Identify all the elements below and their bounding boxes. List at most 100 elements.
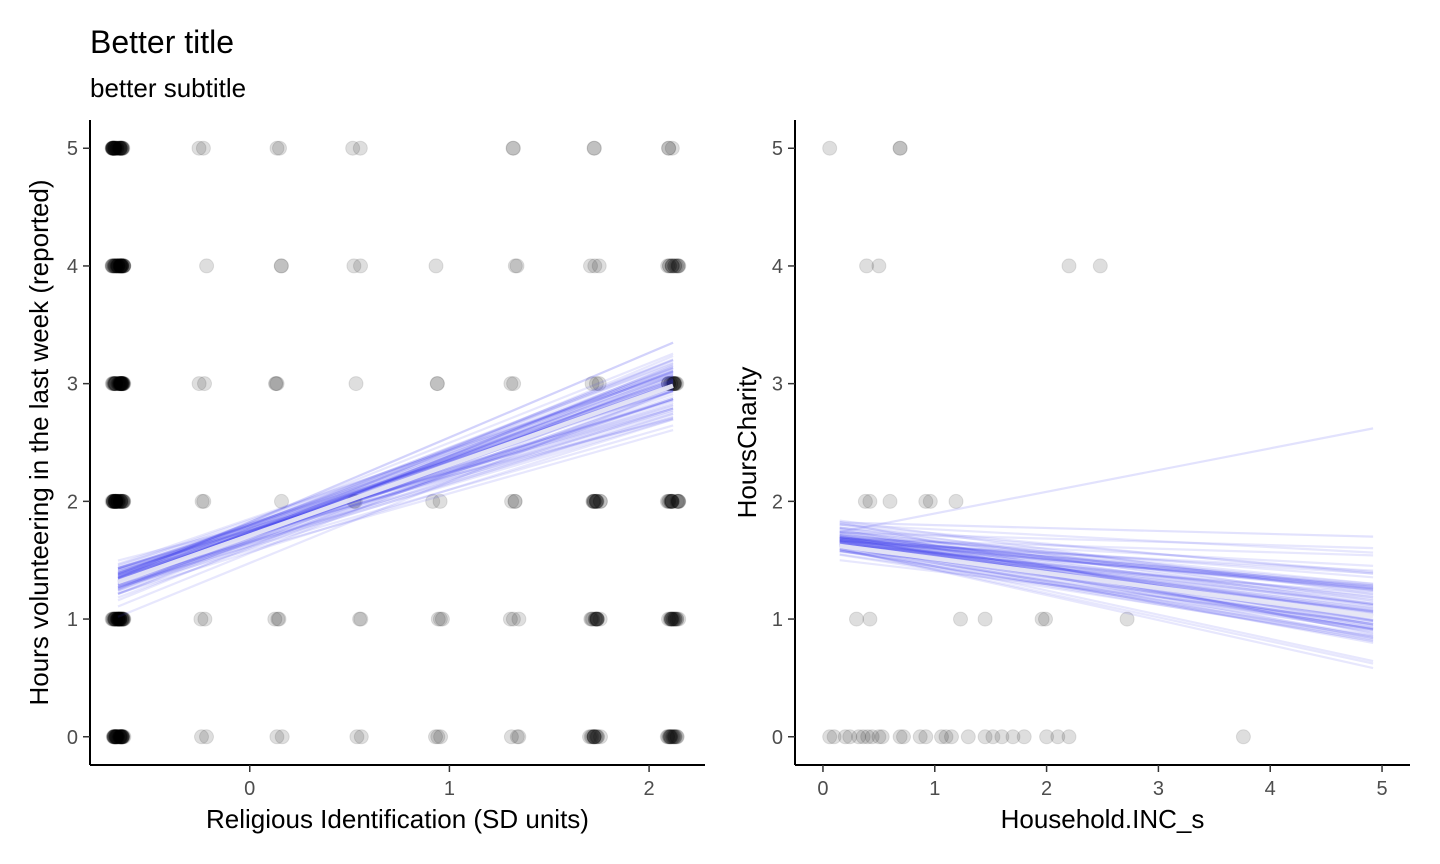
posterior-fit-line [117, 358, 674, 582]
data-point [112, 729, 128, 745]
mean-fit-line [117, 383, 674, 585]
data-point [116, 258, 132, 274]
posterior-fit-line [839, 536, 1374, 588]
data-point [116, 258, 132, 274]
points-layer [822, 140, 1251, 745]
data-point [112, 611, 128, 627]
data-point [587, 611, 603, 627]
x-tick-label: 0 [817, 778, 828, 800]
data-point [109, 729, 125, 745]
data-point [105, 140, 121, 156]
data-point [273, 258, 289, 274]
data-point [1061, 258, 1077, 274]
posterior-fit-line [839, 538, 1374, 591]
data-point [112, 258, 128, 274]
data-point [108, 729, 124, 745]
data-point [662, 729, 678, 745]
data-point [662, 258, 678, 274]
posterior-fit-line [117, 359, 674, 578]
data-point [588, 493, 604, 509]
data-point [661, 493, 677, 509]
data-point [273, 258, 289, 274]
data-point [1039, 729, 1055, 745]
data-point [114, 611, 130, 627]
data-point [822, 140, 838, 156]
data-point [585, 493, 601, 509]
data-point [191, 140, 207, 156]
x-tick-label: 2 [1041, 778, 1052, 800]
data-point [106, 258, 122, 274]
data-point [106, 729, 122, 745]
data-point [108, 258, 124, 274]
data-point [114, 376, 130, 392]
data-point [667, 258, 683, 274]
posterior-fit-line [117, 371, 674, 575]
data-point [109, 140, 124, 156]
data-point [590, 729, 606, 745]
posterior-fit-line [117, 407, 674, 587]
data-point [665, 729, 681, 745]
data-point [107, 729, 123, 745]
data-point [113, 140, 129, 156]
data-point [270, 611, 286, 627]
data-point [661, 258, 677, 274]
data-point [665, 611, 681, 627]
data-point [114, 729, 130, 745]
data-point [592, 493, 608, 509]
data-point [107, 140, 123, 156]
data-point [433, 729, 449, 745]
data-point [114, 258, 129, 274]
data-point [588, 376, 604, 392]
posterior-fit-line [839, 540, 1374, 572]
data-point [114, 258, 130, 274]
data-point [588, 729, 604, 745]
data-point [664, 493, 680, 509]
data-point [105, 493, 121, 509]
data-point [589, 611, 605, 627]
data-point [432, 611, 448, 627]
y-tick-label: 2 [772, 491, 783, 513]
data-point [113, 258, 129, 274]
posterior-fit-line [839, 549, 1374, 642]
posterior-fit-line [839, 523, 1374, 602]
posterior-fit-line [117, 370, 674, 583]
posterior-fit-line [117, 390, 674, 599]
x-axis-label: Household.INC_s [1001, 804, 1205, 834]
data-point [505, 140, 521, 156]
data-point [586, 729, 602, 745]
posterior-fit-line [839, 540, 1374, 615]
data-point [109, 611, 125, 627]
y-axis-label: HoursCharity [732, 367, 762, 519]
data-point [113, 493, 128, 509]
data-point [588, 611, 603, 627]
data-point [109, 729, 125, 745]
data-point [107, 611, 123, 627]
data-point [110, 729, 126, 745]
data-point [583, 258, 598, 274]
data-point [194, 729, 209, 745]
data-point [112, 493, 128, 509]
posterior-fit-line [839, 536, 1374, 587]
data-point [107, 258, 123, 274]
posterior-fit-line [839, 543, 1374, 587]
posterior-fit-line [839, 537, 1374, 593]
data-point [105, 140, 121, 156]
data-point [664, 729, 680, 745]
posterior-fit-line [839, 535, 1374, 607]
posterior-fit-line [117, 415, 674, 582]
data-point [584, 611, 600, 627]
data-point [348, 376, 364, 392]
y-tick-label: 5 [67, 138, 78, 160]
data-point [114, 611, 130, 627]
posterior-fit-line [839, 544, 1374, 663]
data-point [110, 258, 126, 274]
data-point [108, 493, 124, 509]
data-point [105, 140, 121, 156]
data-point [874, 729, 890, 745]
data-point [862, 611, 878, 627]
data-point [108, 493, 124, 509]
data-point [115, 376, 131, 392]
posterior-fit-line [839, 536, 1374, 567]
data-point [106, 729, 122, 745]
